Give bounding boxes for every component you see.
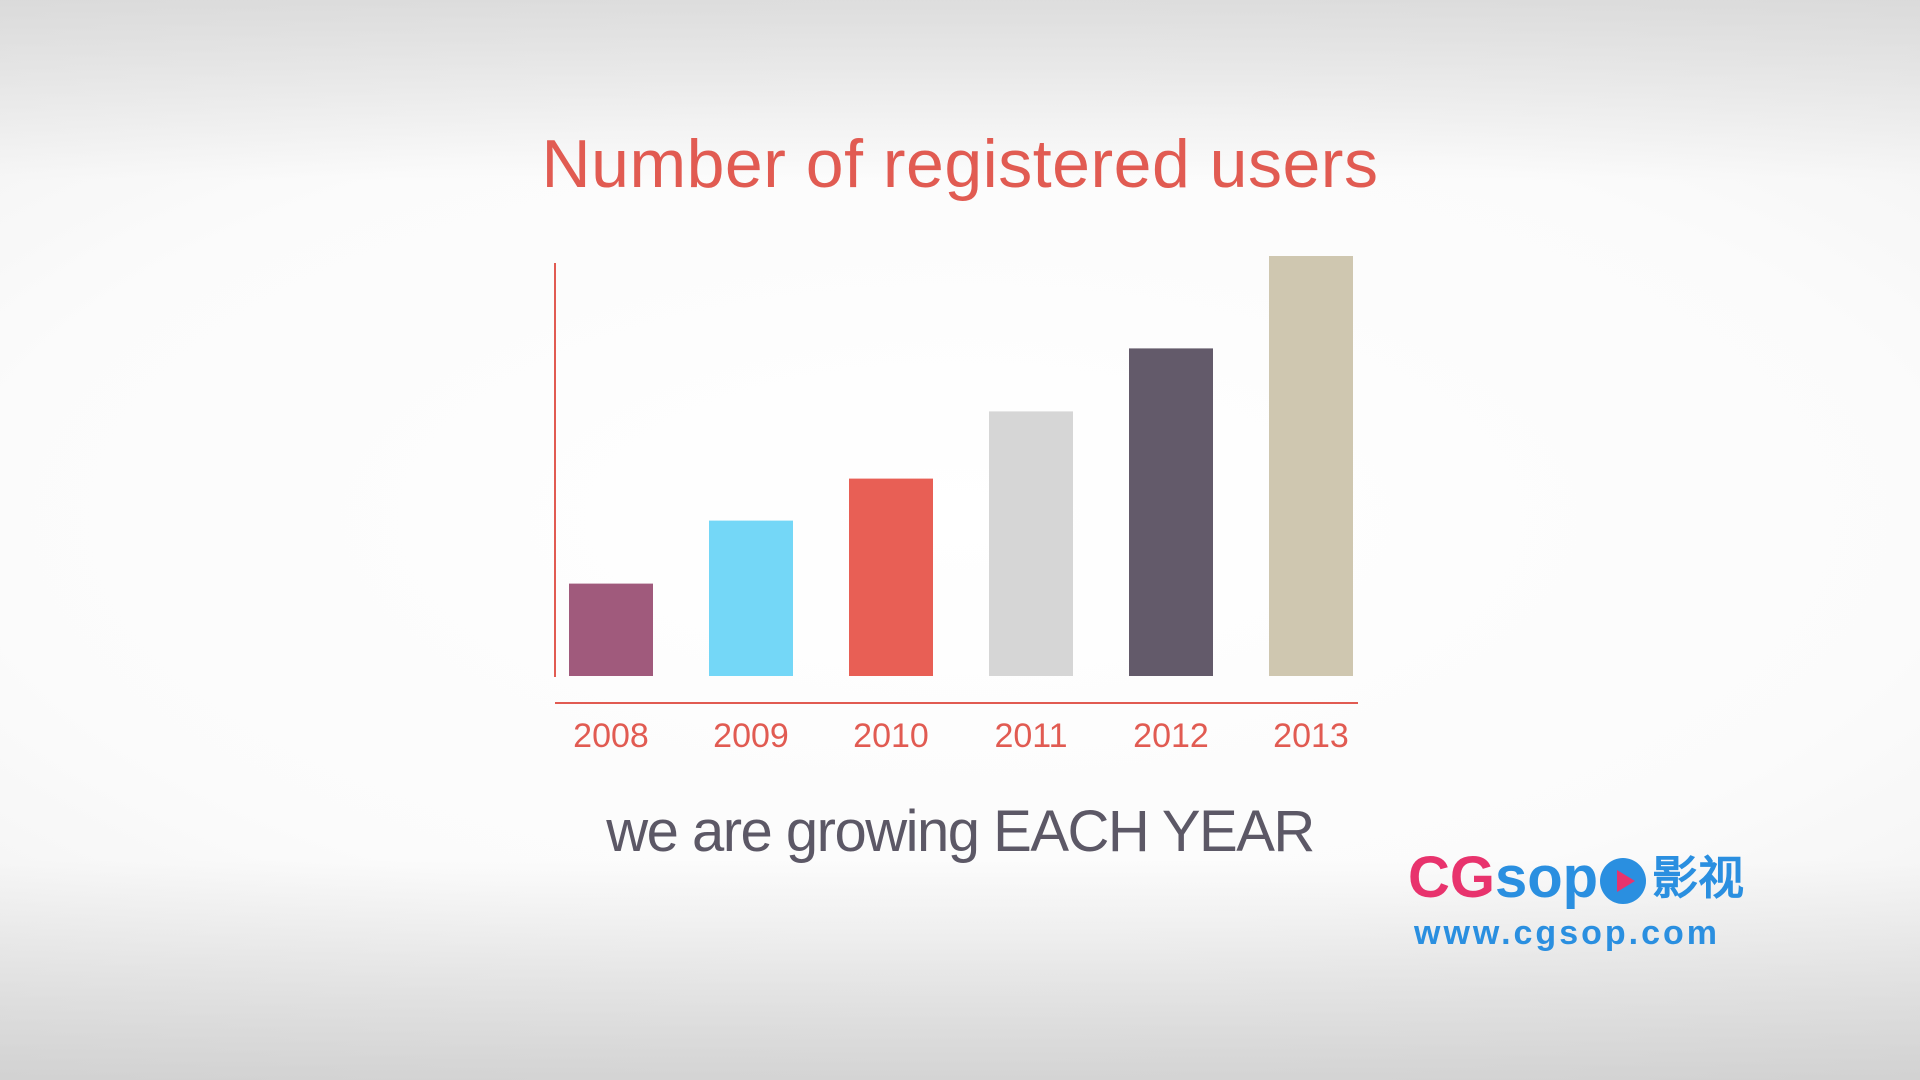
chart-subtitle: we are growing EACH YEAR bbox=[606, 799, 1315, 864]
logo-brand-cg: CG bbox=[1408, 845, 1495, 910]
bar-2008 bbox=[569, 583, 653, 676]
bar-2009 bbox=[709, 520, 793, 676]
logo-url: www.cgsop.com bbox=[1414, 914, 1721, 952]
bars-layer bbox=[569, 256, 1353, 676]
chart-title: Number of registered users bbox=[541, 126, 1379, 202]
bottom-vignette bbox=[0, 860, 1920, 1080]
x-tick-label-2011: 2011 bbox=[994, 717, 1067, 755]
tick-labels-layer: 2008 2009 2010 2011 2012 2013 bbox=[573, 717, 1349, 755]
logo-brand-cn: 影视 bbox=[1652, 852, 1744, 904]
x-tick-label-2012: 2012 bbox=[1133, 717, 1209, 755]
x-tick-label-2010: 2010 bbox=[853, 717, 929, 755]
bar-2010 bbox=[849, 478, 933, 676]
x-tick-label-2013: 2013 bbox=[1273, 717, 1349, 755]
x-tick-label-2008: 2008 bbox=[573, 717, 649, 755]
bar-2012 bbox=[1129, 348, 1213, 676]
x-tick-label-2009: 2009 bbox=[713, 717, 789, 755]
logo-brand-sop: sop bbox=[1495, 845, 1599, 910]
watermark-logo: CGsop 影视 www.cgsop.com bbox=[1408, 848, 1748, 958]
logo-brand: CGsop bbox=[1408, 848, 1598, 908]
bar-2011 bbox=[989, 411, 1073, 676]
top-vignette bbox=[0, 0, 1920, 180]
bar-2013 bbox=[1269, 256, 1353, 676]
play-icon bbox=[1600, 858, 1646, 904]
